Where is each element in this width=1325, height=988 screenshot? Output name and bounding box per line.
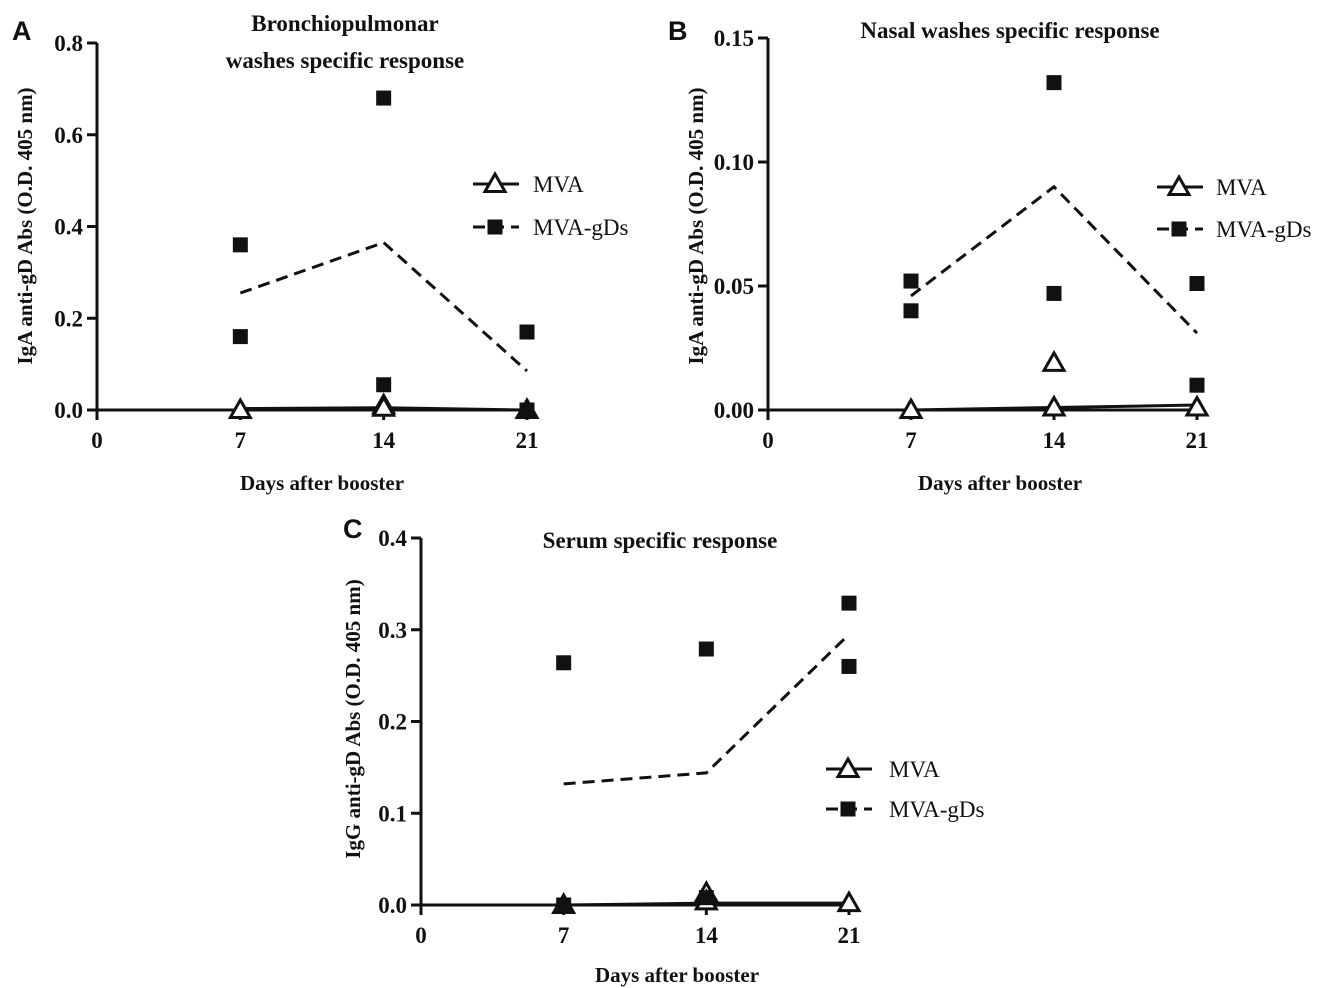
x-axis-label: Days after booster (595, 963, 759, 987)
y-tick-label: 0.2 (54, 306, 83, 331)
series-mva-gds (903, 75, 1205, 393)
legend-label: MVA-gDs (889, 797, 984, 822)
chart-title: Nasal washes specific response (860, 18, 1159, 43)
data-point-square (519, 402, 535, 418)
x-tick-label: 14 (372, 428, 396, 453)
series-mean-line (239, 240, 529, 373)
panel-b: B Nasal washes specific response 0.00 0.05 0… (668, 16, 1311, 495)
data-point-square (556, 897, 572, 913)
y-tick-label: 0.00 (714, 398, 754, 423)
legend-square-marker (487, 219, 503, 235)
x-tick-label: 0 (762, 428, 774, 453)
legend-square-marker (1171, 221, 1187, 237)
data-point-square (841, 595, 857, 611)
data-point-triangle (1184, 394, 1210, 417)
panel-letter-b: B (668, 16, 688, 46)
legend-label: MVA (889, 757, 940, 782)
legend-item-mva: MVA (1157, 173, 1267, 200)
legend-item-mva-gds: MVA-gDs (473, 215, 628, 240)
data-point-square (1046, 285, 1062, 301)
data-point-triangle (836, 890, 862, 913)
panel-letter-a: A (12, 16, 32, 46)
y-tick-label: 0.8 (54, 31, 83, 56)
y-axis-label: IgG anti-gD Abs (O.D. 405 nm) (341, 579, 365, 858)
legend-triangle-marker (835, 755, 861, 778)
data-point-square (1046, 75, 1062, 91)
y-tick-label: 0.1 (378, 801, 407, 826)
y-tick-label: 0.0 (54, 398, 83, 423)
legend-item-mva: MVA (826, 755, 940, 782)
y-tick-label: 0.2 (378, 710, 407, 735)
data-point-square (1189, 377, 1205, 393)
x-axis-label: Days after booster (240, 471, 404, 495)
data-point-square (903, 303, 919, 319)
data-point-square (232, 237, 248, 253)
legend-label: MVA-gDs (533, 215, 628, 240)
data-point-triangle (898, 396, 924, 419)
legend-label: MVA (533, 172, 584, 197)
y-axis-label: IgA anti-gD Abs (O.D. 405 nm) (13, 87, 37, 364)
chart-title: washes specific response (226, 48, 465, 73)
x-tick-label: 7 (905, 428, 917, 453)
data-point-triangle (371, 394, 397, 417)
y-tick-label: 0.6 (54, 123, 83, 148)
chart-title: Bronchiopulmonar (251, 11, 438, 36)
legend-triangle-marker (482, 170, 508, 193)
data-point-triangle (1041, 394, 1067, 417)
data-point-triangle (1041, 349, 1067, 372)
x-tick-label: 21 (838, 923, 861, 948)
data-point-square (376, 377, 392, 393)
x-tick-label: 21 (1186, 428, 1209, 453)
chart-title: Serum specific response (543, 528, 778, 553)
x-tick-label: 7 (235, 428, 247, 453)
y-tick-label: 0.3 (378, 618, 407, 643)
data-point-square (698, 890, 714, 906)
y-tick-label: 0.0 (378, 893, 407, 918)
x-tick-label: 0 (415, 923, 427, 948)
y-tick-label: 0.4 (54, 215, 83, 240)
data-point-triangle (227, 396, 253, 419)
data-point-square (903, 273, 919, 289)
x-tick-label: 14 (695, 923, 719, 948)
series-mva-gds (556, 595, 857, 913)
panel-letter-c: C (343, 514, 363, 544)
x-tick-label: 14 (1043, 428, 1067, 453)
data-point-square (376, 90, 392, 106)
y-tick-label: 0.4 (378, 526, 407, 551)
data-point-square (698, 641, 714, 657)
y-tick-label: 0.15 (714, 26, 754, 51)
x-axis-label: Days after booster (918, 471, 1082, 495)
data-point-square (232, 329, 248, 345)
legend-item-mva-gds: MVA-gDs (826, 797, 984, 822)
x-tick-label: 7 (558, 923, 570, 948)
data-point-square (519, 324, 535, 340)
series-mean-line (910, 184, 1199, 335)
y-tick-label: 0.05 (714, 274, 754, 299)
y-axis-label: IgA anti-gD Abs (O.D. 405 nm) (684, 87, 708, 364)
data-point-square (841, 658, 857, 674)
legend-item-mva-gds: MVA-gDs (1157, 217, 1311, 242)
panel-a: A Bronchiopulmonar washes specific respons… (12, 11, 628, 495)
x-tick-label: 21 (516, 428, 539, 453)
series-mva-gds (232, 90, 535, 418)
legend-triangle-marker (1166, 173, 1192, 196)
legend-item-mva: MVA (473, 170, 584, 197)
y-tick-label: 0.10 (714, 150, 754, 175)
data-point-square (556, 655, 572, 671)
legend-label: MVA (1216, 175, 1267, 200)
series-mean-line (563, 633, 851, 786)
series-mva (898, 349, 1210, 419)
data-point-square (1189, 276, 1205, 292)
series-mva (227, 392, 540, 419)
legend-square-marker (840, 801, 856, 817)
panel-c: C Serum specific response 0.0 0.1 0.2 0.3 0.4 0… (341, 514, 984, 987)
legend-label: MVA-gDs (1216, 217, 1311, 242)
x-tick-label: 0 (91, 428, 103, 453)
